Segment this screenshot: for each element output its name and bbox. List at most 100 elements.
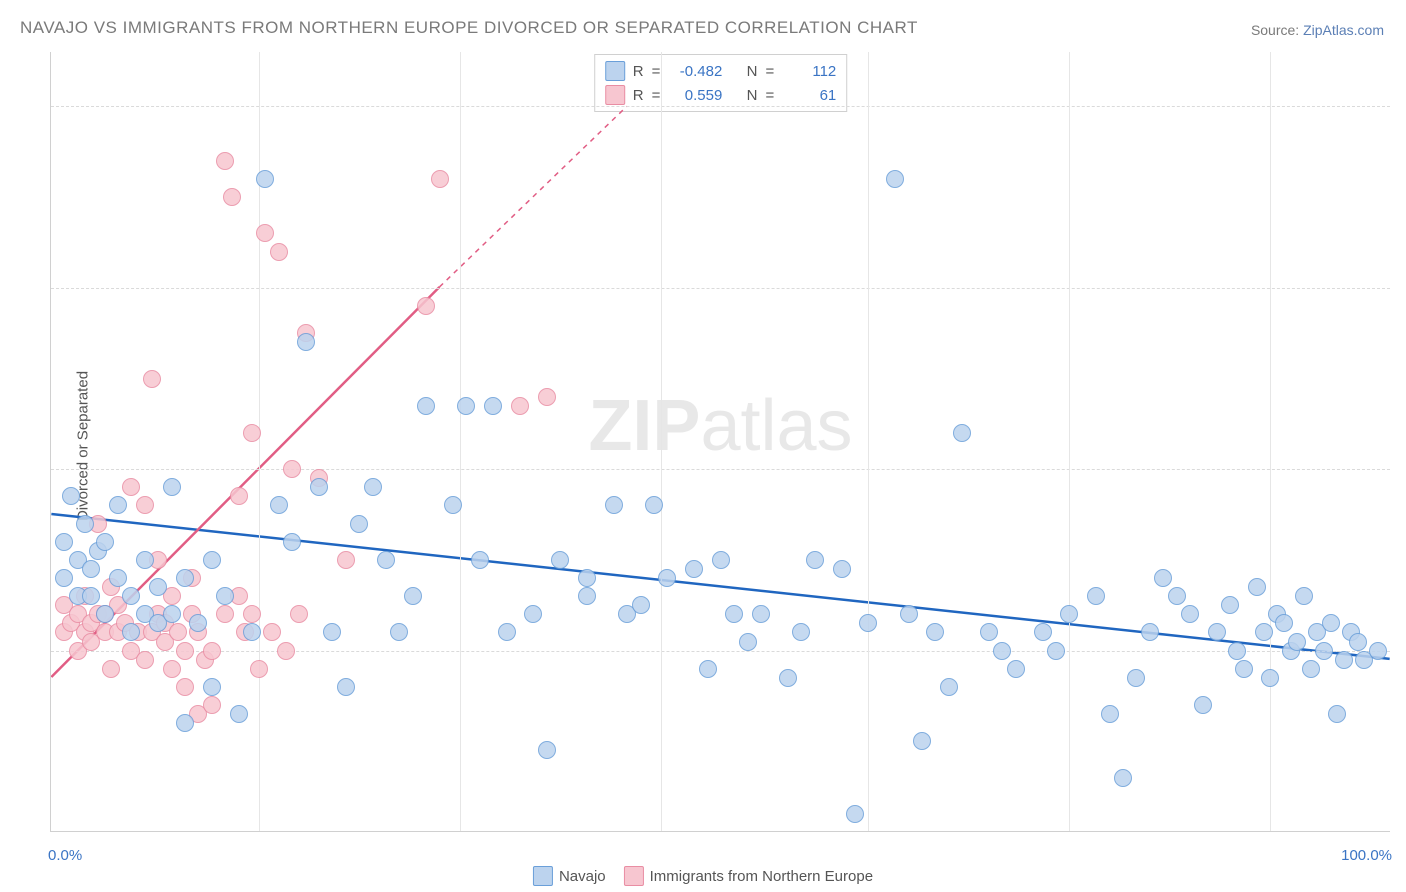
scatter-point	[1261, 669, 1279, 687]
scatter-point	[230, 487, 248, 505]
scatter-point	[699, 660, 717, 678]
scatter-point	[143, 370, 161, 388]
stat-N-series1: 112	[782, 63, 836, 80]
scatter-point	[1168, 587, 1186, 605]
legend-item-series1: Navajo	[533, 866, 606, 886]
scatter-point	[1034, 623, 1052, 641]
scatter-point	[256, 170, 274, 188]
scatter-point	[243, 623, 261, 641]
stats-row-series1: R = -0.482 N = 112	[605, 59, 837, 83]
chart-title: NAVAJO VS IMMIGRANTS FROM NORTHERN EUROP…	[20, 18, 918, 38]
scatter-point	[739, 633, 757, 651]
scatter-point	[390, 623, 408, 641]
scatter-point	[900, 605, 918, 623]
scatter-point	[685, 560, 703, 578]
scatter-point	[752, 605, 770, 623]
scatter-point	[846, 805, 864, 823]
scatter-point	[457, 397, 475, 415]
scatter-point	[76, 515, 94, 533]
scatter-point	[431, 170, 449, 188]
gridline-v	[259, 52, 260, 831]
scatter-point	[940, 678, 958, 696]
scatter-point	[578, 587, 596, 605]
scatter-point	[163, 478, 181, 496]
stat-R-series1: -0.482	[668, 63, 722, 80]
scatter-point	[270, 243, 288, 261]
scatter-point	[658, 569, 676, 587]
scatter-point	[1295, 587, 1313, 605]
plot-area: ZIPatlas R = -0.482 N = 112 R = 0.559 N	[50, 52, 1390, 832]
scatter-point	[109, 569, 127, 587]
gridline-v	[868, 52, 869, 831]
scatter-point	[511, 397, 529, 415]
scatter-point	[1255, 623, 1273, 641]
scatter-point	[1114, 769, 1132, 787]
scatter-point	[96, 533, 114, 551]
chart-container: NAVAJO VS IMMIGRANTS FROM NORTHERN EUROP…	[0, 0, 1406, 892]
scatter-point	[55, 533, 73, 551]
watermark-suffix: atlas	[700, 386, 852, 466]
scatter-point	[176, 569, 194, 587]
scatter-point	[645, 496, 663, 514]
scatter-point	[62, 487, 80, 505]
scatter-point	[350, 515, 368, 533]
scatter-point	[538, 388, 556, 406]
scatter-point	[323, 623, 341, 641]
scatter-point	[216, 152, 234, 170]
scatter-point	[1007, 660, 1025, 678]
scatter-point	[1101, 705, 1119, 723]
scatter-point	[484, 397, 502, 415]
scatter-point	[1369, 642, 1387, 660]
scatter-point	[243, 424, 261, 442]
scatter-point	[1221, 596, 1239, 614]
scatter-point	[1235, 660, 1253, 678]
legend-label-series2: Immigrants from Northern Europe	[650, 868, 873, 885]
scatter-point	[1248, 578, 1266, 596]
watermark-prefix: ZIP	[588, 386, 700, 466]
scatter-point	[578, 569, 596, 587]
scatter-point	[1302, 660, 1320, 678]
scatter-point	[109, 496, 127, 514]
scatter-point	[1208, 623, 1226, 641]
stat-eq: =	[652, 87, 661, 104]
scatter-point	[102, 660, 120, 678]
scatter-point	[605, 496, 623, 514]
scatter-point	[216, 587, 234, 605]
stat-N-series2: 61	[782, 87, 836, 104]
scatter-point	[806, 551, 824, 569]
source-link[interactable]: ZipAtlas.com	[1303, 22, 1384, 38]
x-tick-max: 100.0%	[1341, 847, 1392, 864]
scatter-point	[176, 678, 194, 696]
scatter-point	[163, 605, 181, 623]
bottom-legend: Navajo Immigrants from Northern Europe	[533, 866, 873, 886]
scatter-point	[270, 496, 288, 514]
scatter-point	[1060, 605, 1078, 623]
scatter-point	[859, 614, 877, 632]
gridline-h	[51, 469, 1390, 470]
scatter-point	[203, 551, 221, 569]
scatter-point	[779, 669, 797, 687]
scatter-point	[1194, 696, 1212, 714]
swatch-series2	[605, 85, 625, 105]
scatter-point	[203, 678, 221, 696]
scatter-point	[444, 496, 462, 514]
gridline-v	[661, 52, 662, 831]
scatter-point	[1288, 633, 1306, 651]
gridline-h	[51, 288, 1390, 289]
scatter-point	[1154, 569, 1172, 587]
scatter-point	[1335, 651, 1353, 669]
scatter-point	[223, 188, 241, 206]
stats-row-series2: R = 0.559 N = 61	[605, 83, 837, 107]
scatter-point	[632, 596, 650, 614]
scatter-point	[417, 397, 435, 415]
source-attribution: Source: ZipAtlas.com	[1251, 22, 1384, 38]
scatter-point	[471, 551, 489, 569]
scatter-point	[792, 623, 810, 641]
source-label: Source:	[1251, 22, 1299, 38]
gridline-v	[1270, 52, 1271, 831]
scatter-point	[203, 696, 221, 714]
stat-R-label: R	[633, 63, 644, 80]
scatter-point	[725, 605, 743, 623]
scatter-point	[55, 569, 73, 587]
scatter-point	[82, 587, 100, 605]
